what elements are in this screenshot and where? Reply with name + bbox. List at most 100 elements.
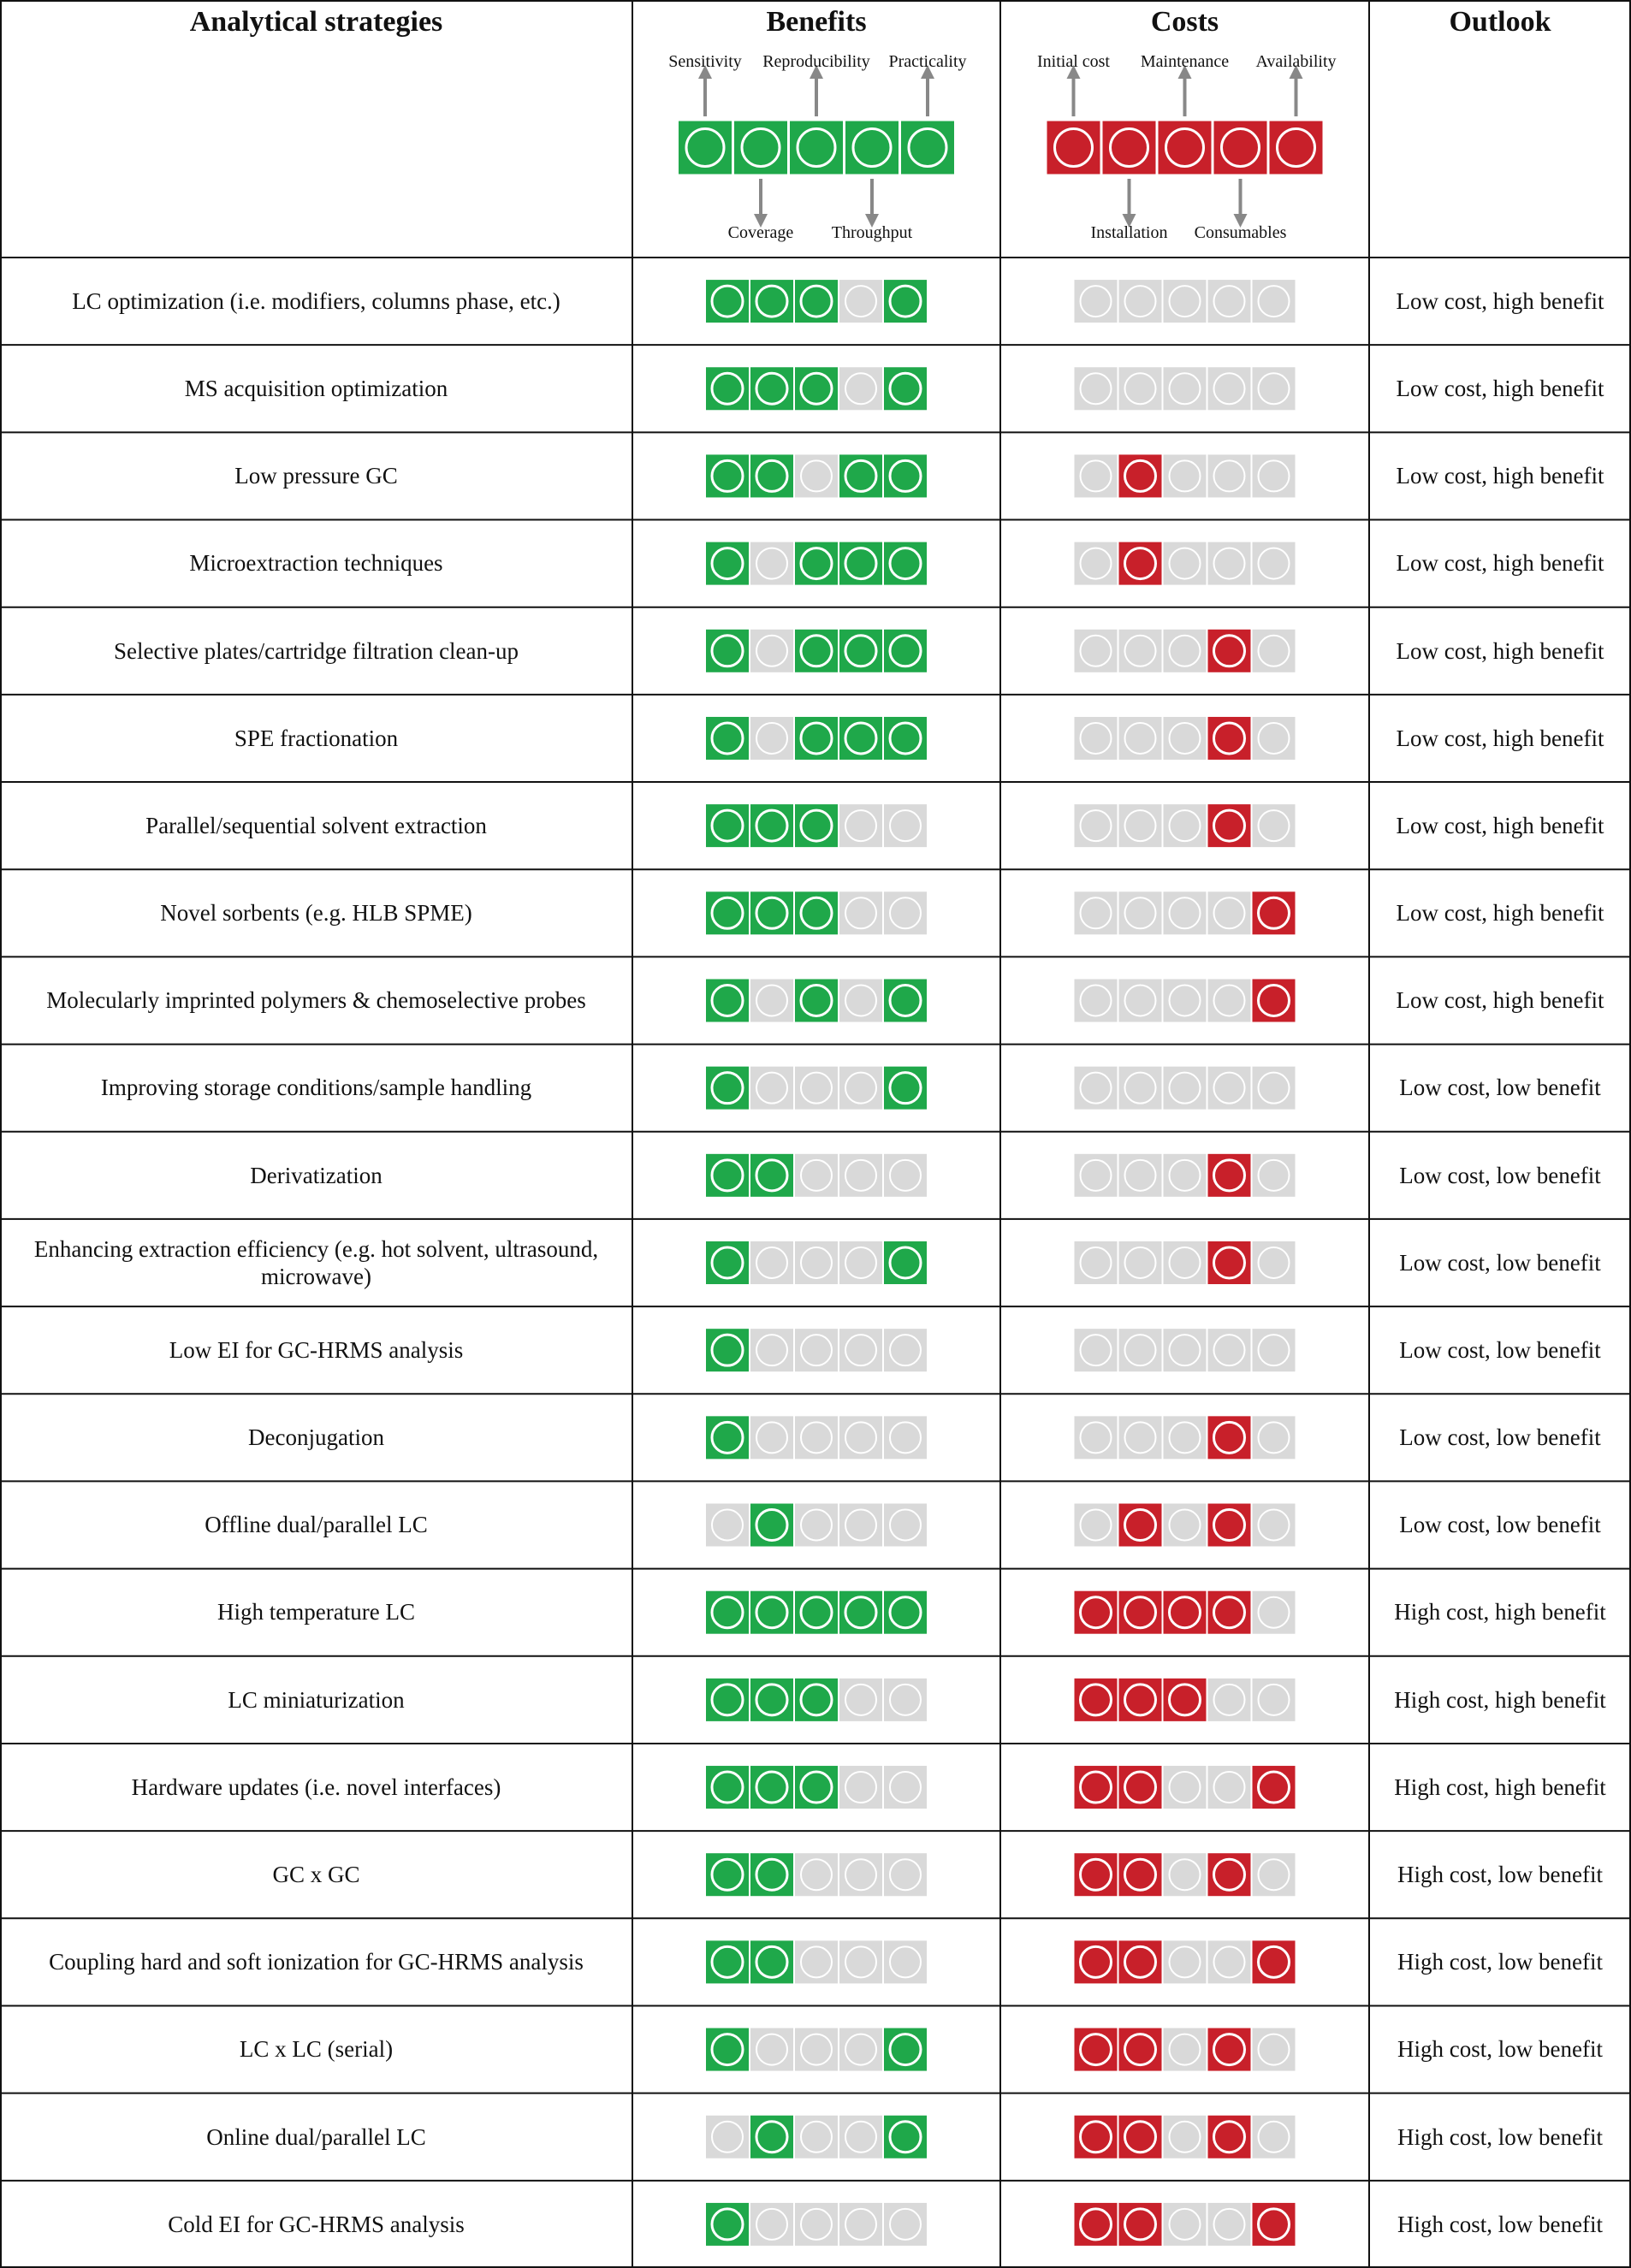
square-circle <box>1079 1857 1112 1892</box>
square-circle <box>1213 1420 1246 1454</box>
strategy-name: Molecularly imprinted polymers & chemose… <box>46 987 586 1014</box>
square-circle <box>888 721 922 755</box>
square-circle <box>710 1071 744 1105</box>
strategy-name: Coupling hard and soft ionization for GC… <box>49 1949 584 1975</box>
square-circle <box>1124 1508 1157 1543</box>
square-circle <box>756 1071 788 1104</box>
square-circle <box>755 1508 789 1543</box>
square-circle <box>1124 1421 1157 1454</box>
legend-circle <box>685 127 726 168</box>
strategy-name: GC x GC <box>272 1862 360 1888</box>
square-circle <box>1213 1508 1246 1543</box>
square-circle <box>1079 634 1112 667</box>
square-circle <box>800 459 833 493</box>
square-circle <box>1257 1421 1290 1454</box>
outlook: High cost, high benefit <box>1394 1686 1606 1713</box>
square-circle <box>1257 547 1290 580</box>
legend-label: Availability <box>1255 52 1337 71</box>
square-circle <box>888 547 922 581</box>
square-circle <box>800 1247 833 1279</box>
arrowhead <box>921 65 934 79</box>
square-circle <box>710 1945 744 1979</box>
square-circle <box>799 1770 833 1804</box>
square-circle <box>845 1771 877 1804</box>
square-circle <box>710 1333 744 1367</box>
square-circle <box>711 1508 744 1542</box>
square-circle <box>1168 1158 1201 1192</box>
arrowhead <box>1122 214 1136 228</box>
square-circle <box>755 1945 789 1979</box>
strategy-name: Hardware updates (i.e. novel interfaces) <box>131 1774 501 1800</box>
square-circle <box>710 1770 744 1804</box>
square-circle <box>1168 1334 1201 1367</box>
square-circle <box>1257 1683 1290 1716</box>
square-circle <box>889 1421 922 1454</box>
square-circle <box>845 1158 877 1192</box>
square-circle <box>1213 459 1246 493</box>
square-circle <box>1257 809 1290 843</box>
square-circle <box>1257 1858 1290 1892</box>
outlook: High cost, low benefit <box>1397 2036 1603 2063</box>
square-circle <box>710 547 744 581</box>
square-circle <box>888 371 922 406</box>
arrowhead <box>1289 65 1303 79</box>
square-circle <box>1257 634 1290 667</box>
square-circle <box>755 1770 789 1804</box>
arrowhead <box>810 65 823 79</box>
square-circle <box>1257 1508 1290 1542</box>
square-circle <box>1168 634 1201 667</box>
strategy-name: Improving storage conditions/sample hand… <box>100 1075 532 1101</box>
square-circle <box>1257 459 1290 493</box>
square-circle <box>1168 2207 1201 2241</box>
square-circle <box>710 2033 744 2067</box>
square-circle <box>1213 634 1246 668</box>
square-circle <box>1079 1158 1112 1192</box>
square-circle <box>1257 2033 1290 2066</box>
legend-square-border <box>1266 118 1326 177</box>
square-circle <box>800 1421 833 1454</box>
square-circle <box>710 459 744 493</box>
square-circle <box>844 547 878 581</box>
square-circle <box>1124 372 1157 406</box>
strategy-name: LC x LC (serial) <box>239 2036 394 2063</box>
square-circle <box>710 808 744 843</box>
square-circle <box>845 1683 877 1716</box>
legend-circle <box>1276 127 1316 168</box>
square-circle <box>845 1858 877 1892</box>
strategy-name: LC miniaturization <box>228 1686 405 1713</box>
square-circle <box>710 1596 744 1630</box>
column-header: Outlook <box>1449 6 1551 38</box>
outlook: Low cost, high benefit <box>1396 900 1604 927</box>
square-circle <box>755 896 789 930</box>
square-circle <box>1124 547 1157 581</box>
square-circle <box>710 1857 744 1892</box>
legend-square-border <box>899 118 957 177</box>
square-circle <box>1168 285 1201 318</box>
outlook: Low cost, high benefit <box>1396 463 1604 489</box>
square-circle <box>799 983 833 1017</box>
square-circle <box>755 2120 789 2154</box>
legend-circle <box>796 127 837 168</box>
arrowhead <box>1233 214 1248 228</box>
legend-label: Throughput <box>831 223 913 242</box>
outlook: High cost, high benefit <box>1394 1774 1606 1800</box>
square-circle <box>1079 721 1112 755</box>
square-circle <box>710 2207 744 2241</box>
square-circle <box>845 1071 877 1104</box>
square-circle <box>1213 1334 1246 1367</box>
square-circle <box>889 1683 922 1716</box>
strategy-name: Online dual/parallel LC <box>206 2123 426 2150</box>
square-circle <box>710 1420 744 1454</box>
square-circle <box>756 1247 788 1279</box>
square-circle <box>845 1945 877 1979</box>
square-circle <box>888 1071 922 1105</box>
square-circle <box>800 1508 833 1542</box>
arrowhead <box>865 214 879 228</box>
square-circle <box>755 459 789 493</box>
square-circle <box>1079 459 1112 493</box>
strategy-name: Low EI for GC-HRMS analysis <box>169 1336 464 1363</box>
square-circle <box>799 1596 833 1630</box>
outlook: Low cost, low benefit <box>1399 1512 1601 1538</box>
square-circle <box>1213 2207 1246 2241</box>
